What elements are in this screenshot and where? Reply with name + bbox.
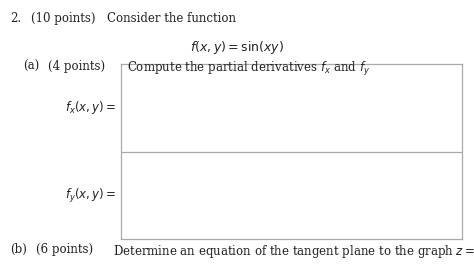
Text: Determine an equation of the tangent plane to the graph $z = f(x, y)$ at: Determine an equation of the tangent pla…	[113, 243, 474, 260]
Text: (4 points): (4 points)	[48, 60, 106, 73]
Text: $f_y(x, y) =$: $f_y(x, y) =$	[65, 186, 116, 205]
Text: Compute the partial derivatives $f_x$ and $f_y$: Compute the partial derivatives $f_x$ an…	[127, 60, 370, 78]
Text: 2.: 2.	[10, 12, 21, 25]
Text: (a): (a)	[23, 60, 39, 73]
Text: Consider the function: Consider the function	[107, 12, 236, 25]
Text: (10 points): (10 points)	[31, 12, 95, 25]
Text: $f(x, y) = \sin(xy)$: $f(x, y) = \sin(xy)$	[190, 39, 284, 56]
Text: $f_x(x, y) =$: $f_x(x, y) =$	[65, 99, 116, 116]
Text: (b): (b)	[10, 243, 27, 256]
Text: (6 points): (6 points)	[36, 243, 93, 256]
